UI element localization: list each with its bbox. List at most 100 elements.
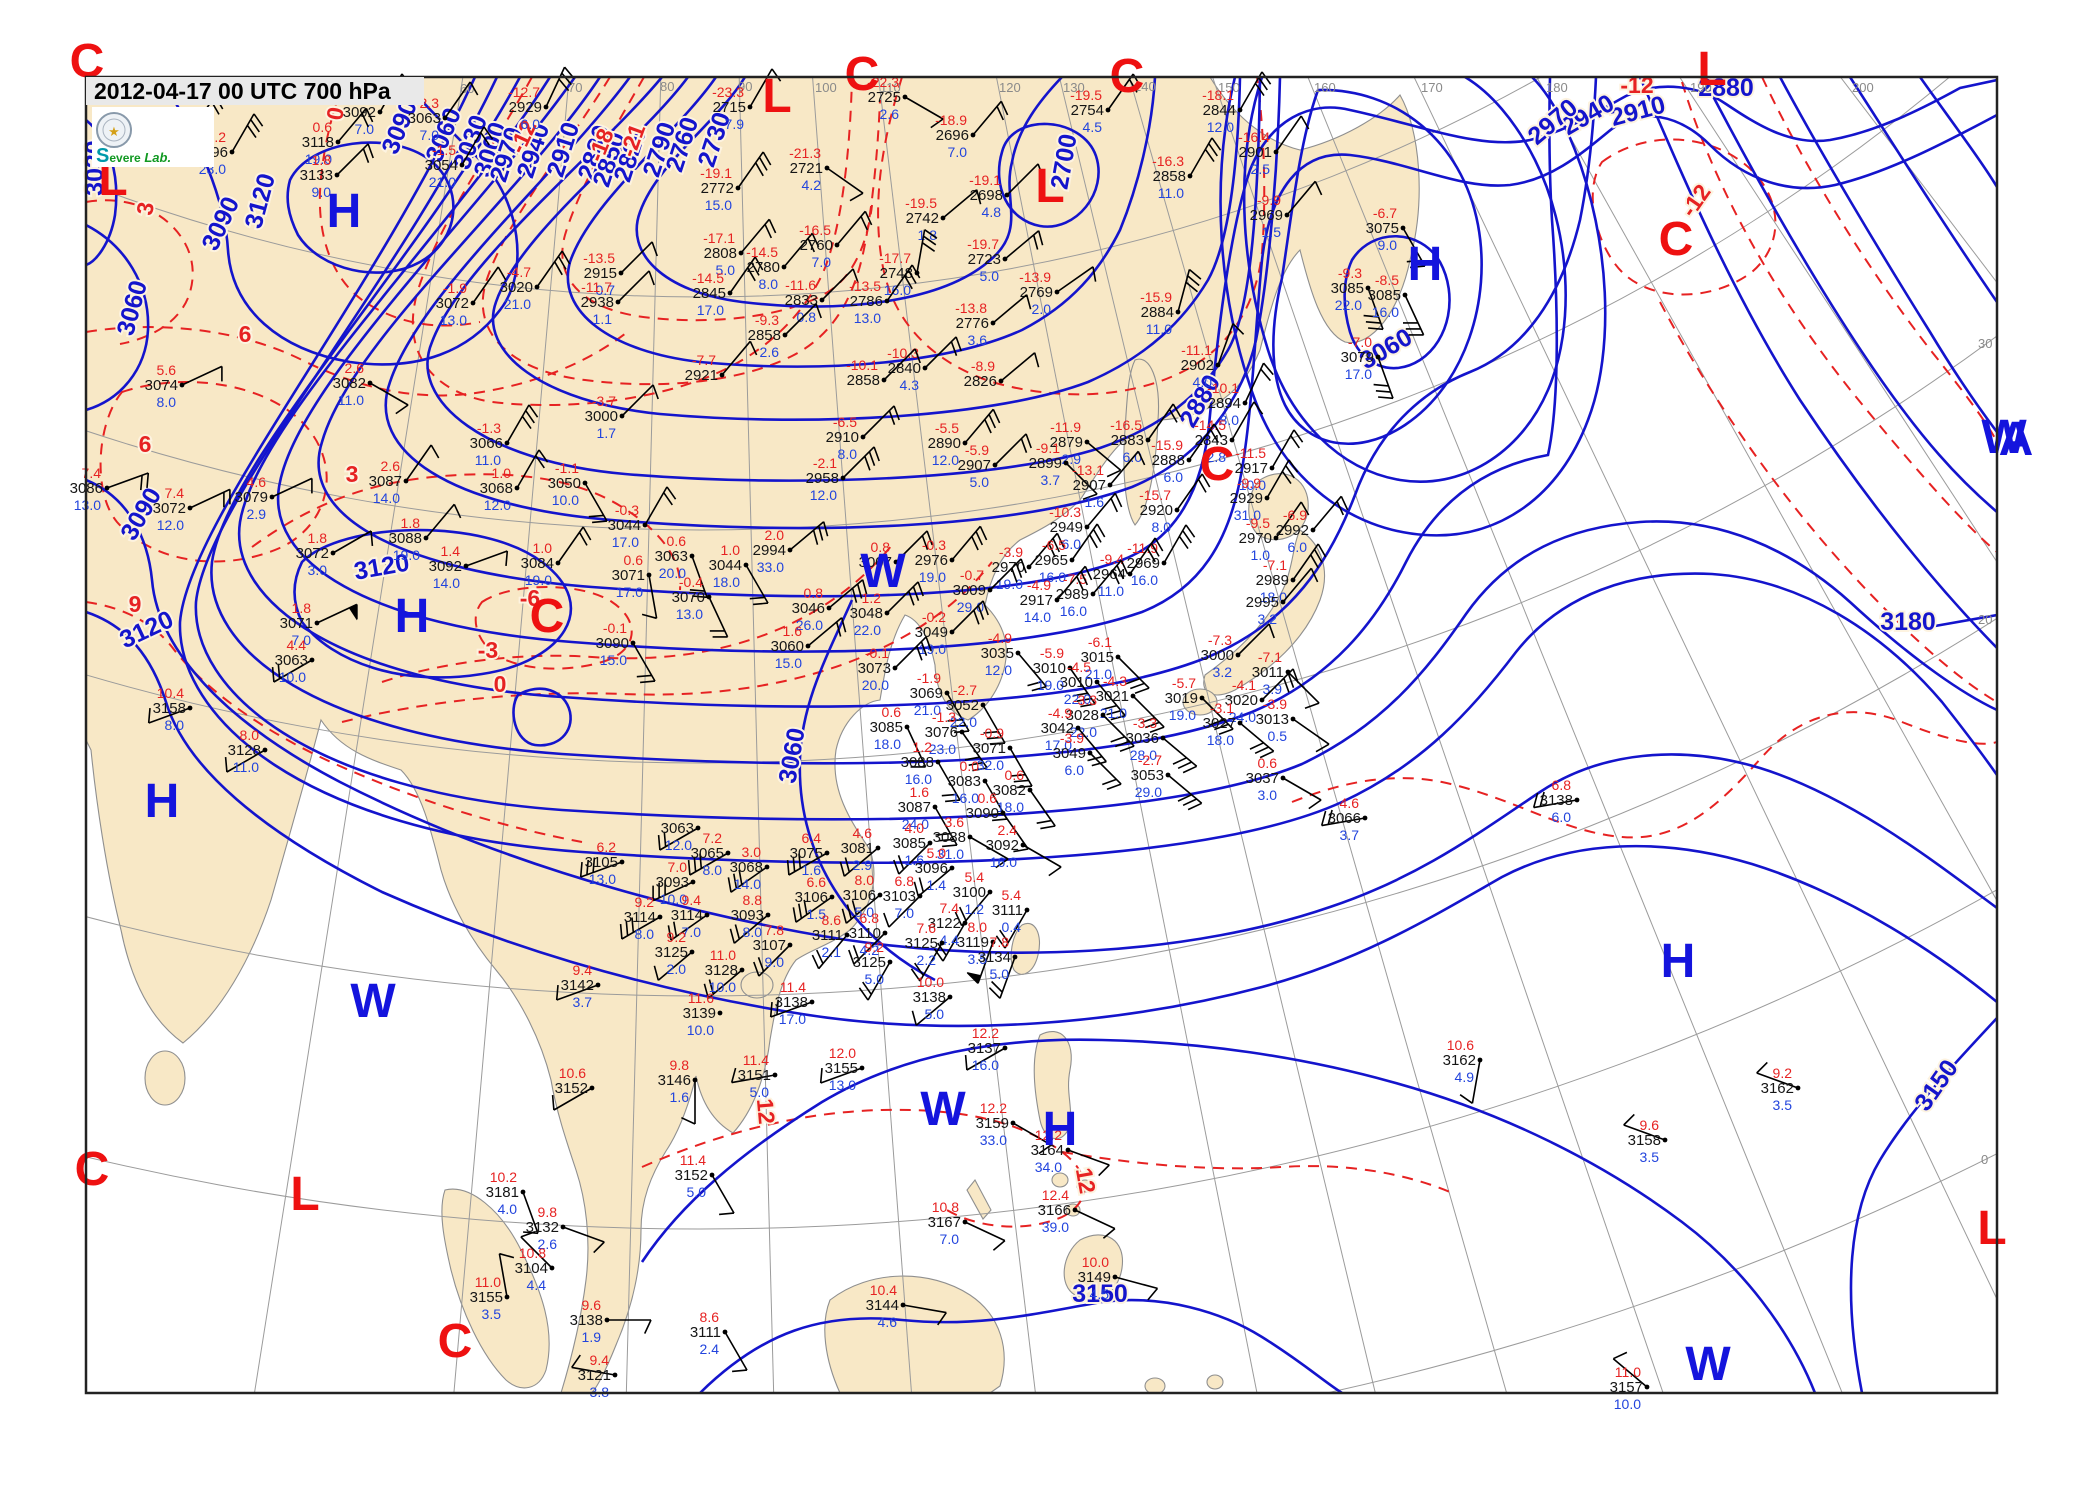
- station-wind-value: 14.0: [734, 876, 761, 892]
- station-dot: [962, 920, 968, 926]
- station-height-value: 2723: [968, 251, 1001, 268]
- station-height-value: 3069: [910, 685, 943, 702]
- station-temp-value: 8.0: [240, 727, 260, 743]
- station-height-value: 3110: [849, 925, 881, 942]
- station-temp-value: -19.5: [1070, 87, 1102, 103]
- station-height-value: 3128: [228, 742, 261, 759]
- station-dot: [962, 440, 968, 446]
- pressure-center-letter-C: C: [1659, 213, 1694, 266]
- height-contour-3120-ring-south: [293, 528, 573, 679]
- station-dot: [992, 462, 998, 468]
- station-wind-value: 20.0: [862, 677, 889, 693]
- wind-barb-icon: [667, 914, 708, 941]
- isotherm-label: 3: [346, 461, 359, 487]
- wind-barb-icon: [1029, 789, 1056, 830]
- wind-barb-icon: [727, 866, 768, 893]
- station-wind-value: 7.0: [292, 632, 312, 648]
- station-plot: 3010-4.5 22.0: [1060, 659, 1126, 721]
- station-height-value: 2929: [509, 99, 542, 116]
- wind-barb-icon: [1532, 791, 1578, 809]
- wind-barb-icon: [753, 944, 791, 977]
- wind-barb-icon: [942, 189, 982, 219]
- station-height-value: 3071: [973, 740, 1006, 757]
- station-temp-value: -19.7: [967, 236, 999, 252]
- station-dot: [1215, 362, 1221, 368]
- station-height-value: 3149: [1078, 1269, 1111, 1286]
- station-dot: [187, 705, 193, 711]
- station-plot: 2938-11.7 1.1: [581, 270, 655, 327]
- station-wind-value: 3.5: [968, 951, 988, 967]
- wind-barb-icon: [465, 550, 509, 567]
- station-height-value: 3155: [825, 1060, 858, 1077]
- station-temp-value: 12.4: [1042, 1187, 1069, 1203]
- station-wind-value: 4.0: [1193, 374, 1213, 390]
- island-srilanka: [144, 1050, 186, 1106]
- station-dot: [717, 1010, 723, 1016]
- station-plot: 2902-11.1 4.0: [1181, 323, 1245, 390]
- station-wind-value: 33.0: [980, 1132, 1007, 1148]
- station-dot: [826, 605, 832, 611]
- height-contour-3060-east: [798, 599, 936, 982]
- wind-barb-icon: [989, 558, 1027, 591]
- station-wind-value: 16.0: [884, 282, 911, 298]
- station-dot: [722, 1329, 728, 1335]
- meridian-line: [253, 77, 464, 1393]
- station-dot: [1065, 1147, 1071, 1153]
- height-contour-label: 3150: [1072, 1280, 1128, 1308]
- station-wind-value: 5.0: [687, 1184, 707, 1200]
- station-wind-value: 10.0: [687, 1022, 714, 1038]
- station-wind-value: 3.7: [573, 994, 593, 1010]
- station-wind-value: 15.0: [775, 655, 802, 671]
- station-temp-value: -5.9: [965, 442, 989, 458]
- station-dot: [1004, 192, 1010, 198]
- height-contour-3150-bottom: [699, 1298, 1343, 1393]
- station-temp-value: -19.1: [700, 165, 732, 181]
- station-dot: [1107, 482, 1113, 488]
- station-temp-value: -13.1: [1072, 462, 1104, 478]
- station-height-value: 3082: [333, 375, 366, 392]
- station-dot: [229, 149, 235, 155]
- station-height-value: 3084: [521, 555, 554, 572]
- wind-barb-icon: [821, 268, 859, 301]
- station-dot: [1094, 679, 1100, 685]
- station-plot: 3020-4.7 21.0: [500, 250, 571, 312]
- station-height-value: 2843: [1195, 432, 1228, 449]
- station-wind-value: 7.0: [895, 905, 915, 921]
- wind-barb-icon: [687, 852, 729, 876]
- station-dot: [735, 185, 741, 191]
- wind-barb-icon: [1096, 681, 1126, 721]
- station-dot: [1375, 354, 1381, 360]
- wind-barb-icon: [1167, 774, 1203, 811]
- wind-barb-icon: [964, 1047, 1006, 1071]
- station-wind-value: 39.0: [1042, 1219, 1069, 1235]
- wind-barb-icon: [1012, 1122, 1052, 1155]
- station-temp-value: -8.5: [1375, 272, 1399, 288]
- wind-barb-icon: [848, 932, 886, 965]
- station-plot: 2858-10.1: [846, 348, 921, 389]
- station-height-value: 3068: [730, 859, 763, 876]
- station-height-value: 2769: [1020, 284, 1053, 301]
- station-temp-value: -16.3: [1152, 153, 1184, 169]
- station-wind-value: 0.7: [596, 282, 616, 298]
- station-dot: [104, 485, 110, 491]
- station-height-value: 3114: [671, 907, 703, 924]
- station-wind-value: 6.0: [1062, 536, 1082, 552]
- station-height-value: 2808: [704, 245, 737, 262]
- station-height-value: 2890: [928, 435, 961, 452]
- station-dot: [442, 115, 448, 121]
- station-height-value: 3036: [1126, 730, 1159, 747]
- station-temp-value: 0.6: [1258, 755, 1278, 771]
- station-temp-value: -6.5: [1042, 537, 1066, 553]
- station-plot: 2844-18.1 12.0: [1202, 71, 1272, 135]
